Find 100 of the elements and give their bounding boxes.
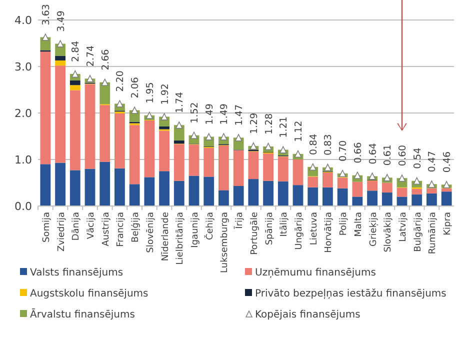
- data-label: 1.28: [264, 113, 275, 134]
- x-tick-label: Zviedrija: [56, 212, 67, 252]
- data-label: 0.60: [398, 144, 408, 166]
- data-label: 1.29: [248, 112, 260, 134]
- bar: [382, 192, 392, 206]
- point: [250, 142, 258, 150]
- data-label: 1.74: [174, 92, 186, 114]
- legend-label: Ārvalstu finansējums: [30, 308, 135, 320]
- data-label: 2.74: [86, 45, 96, 67]
- point: [384, 174, 391, 182]
- bar: [337, 188, 348, 206]
- point: [368, 172, 376, 180]
- y-tick-label: 0.0: [14, 200, 32, 213]
- data-label: 0.66: [352, 142, 364, 164]
- x-tick-label: Čehija: [203, 212, 216, 240]
- bar: [337, 178, 348, 188]
- x-tick-label: Īrija: [233, 212, 246, 229]
- bar: [218, 146, 229, 190]
- bar: [70, 80, 80, 86]
- point: [280, 146, 287, 154]
- bar: [144, 177, 155, 206]
- data-label: 2.06: [130, 77, 142, 98]
- bar: [367, 180, 378, 191]
- data-label: 0.64: [368, 143, 379, 164]
- bar: [233, 150, 244, 186]
- bar: [114, 113, 125, 168]
- bar: [70, 170, 80, 206]
- bar: [396, 188, 408, 197]
- bar: [412, 194, 422, 206]
- bar: [188, 176, 200, 206]
- x-tick-label: Bulgārija: [413, 212, 424, 252]
- data-label: 0.70: [338, 140, 350, 162]
- x-tick-label: Francija: [116, 212, 126, 247]
- point: [220, 133, 228, 140]
- bar: [426, 193, 437, 206]
- point: [309, 163, 316, 171]
- bar: [322, 172, 333, 188]
- data-label: 0.54: [412, 148, 424, 169]
- x-tick-label: Luksemburga: [220, 212, 230, 273]
- x-tick-label: Lietuva: [309, 212, 320, 246]
- y-tick-label: 2.0: [14, 106, 32, 120]
- point: [442, 181, 450, 188]
- bar: [426, 188, 437, 194]
- point: [205, 133, 212, 140]
- bar: [204, 176, 214, 206]
- x-tick-label: Nīderlande: [160, 212, 171, 262]
- point: [234, 134, 242, 142]
- x-tick-label: Slovēnija: [146, 212, 156, 253]
- bar: [441, 192, 452, 206]
- bar: [100, 82, 110, 104]
- bar: [55, 56, 66, 60]
- data-label: 2.20: [115, 70, 126, 92]
- x-tick-label: Kipra: [443, 212, 454, 236]
- x-tick-label: Vācija: [86, 212, 96, 240]
- bar: [308, 187, 318, 206]
- point: [294, 150, 302, 158]
- legend-label: Privāto bezpeļņas iestāžu finansējums: [255, 288, 446, 300]
- bar: [292, 160, 304, 186]
- point: [72, 70, 79, 78]
- bar: [55, 162, 66, 206]
- bar: [396, 196, 408, 206]
- data-label: 2.66: [100, 49, 112, 70]
- bar: [70, 90, 80, 170]
- x-tick-label: Beļģija: [131, 212, 142, 242]
- x-tick-label: Rumānija: [428, 212, 438, 254]
- point: [160, 113, 168, 120]
- bar: [174, 140, 184, 144]
- bar: [412, 188, 422, 194]
- data-label: 3.49: [56, 10, 67, 32]
- bar: [100, 105, 110, 162]
- bar: [352, 182, 363, 197]
- data-label: 0.46: [442, 151, 454, 173]
- data-label: 1.92: [160, 84, 171, 105]
- point: [176, 121, 183, 129]
- point: [116, 100, 124, 108]
- bar: [382, 182, 392, 193]
- y-tick-label: 1.0: [14, 153, 32, 166]
- bar: [441, 188, 452, 192]
- bar: [204, 148, 214, 177]
- data-label: 1.49: [219, 104, 230, 125]
- bar: [218, 190, 229, 206]
- bar: [367, 190, 378, 206]
- point: [398, 174, 406, 182]
- bar: [322, 187, 333, 206]
- x-tick-label: Horvātija: [324, 212, 334, 253]
- legend-label: Valsts finansējums: [30, 268, 124, 278]
- data-label: 3.63: [40, 4, 52, 26]
- bar: [263, 153, 274, 181]
- data-label: 0.47: [427, 150, 438, 172]
- point: [413, 177, 420, 184]
- data-label: 1.47: [234, 104, 246, 126]
- point: [130, 106, 138, 114]
- x-tick-label: Portugāle: [250, 212, 260, 255]
- y-tick-label: 3.0: [14, 60, 32, 74]
- bar: [100, 162, 110, 206]
- bar: [308, 176, 318, 188]
- bar: [159, 171, 170, 206]
- x-tick-label: Lielbritānija: [176, 212, 186, 265]
- bar: [55, 60, 66, 66]
- bar: [114, 168, 125, 206]
